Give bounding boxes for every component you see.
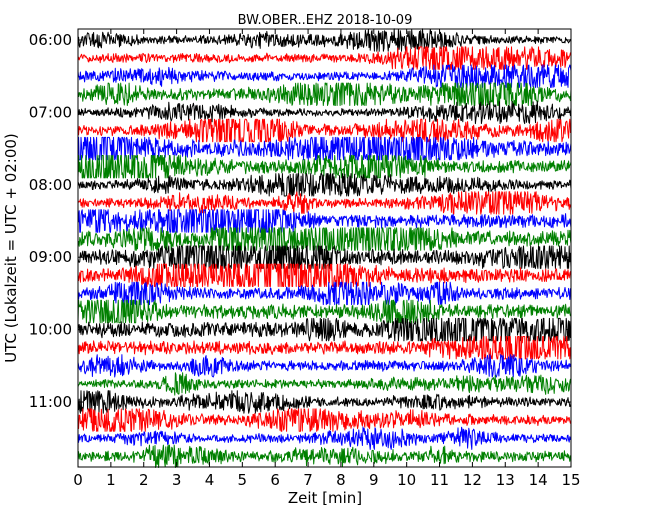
x-tick-label: 5 bbox=[238, 471, 248, 489]
x-axis: 0 1 2 3 4 5 6 7 8 9 10 11 12 13 14 15 bbox=[73, 29, 581, 489]
x-tick-label: 11 bbox=[430, 471, 449, 489]
plot-frame bbox=[77, 28, 572, 468]
y-tick-label: 06:00 bbox=[29, 31, 72, 49]
trace-0715 bbox=[77, 118, 572, 143]
trace-1130 bbox=[77, 426, 572, 450]
traces-layer bbox=[77, 28, 572, 468]
y-axis-label: UTC (Lokalzeit = UTC + 02:00) bbox=[2, 133, 20, 363]
trace-0815 bbox=[77, 191, 572, 215]
trace-0600 bbox=[77, 28, 572, 52]
trace-1015 bbox=[77, 336, 572, 360]
trace-0915 bbox=[77, 263, 572, 287]
y-tick-label: 11:00 bbox=[29, 393, 72, 411]
x-tick-label: 6 bbox=[270, 471, 280, 489]
x-tick-label: 13 bbox=[496, 471, 515, 489]
y-tick-label: 10:00 bbox=[29, 321, 72, 339]
trace-0700 bbox=[77, 100, 572, 125]
x-tick-label: 8 bbox=[336, 471, 346, 489]
y-tick-label: 08:00 bbox=[29, 176, 72, 194]
x-tick-label: 10 bbox=[397, 471, 416, 489]
trace-1000 bbox=[77, 317, 572, 342]
trace-0930 bbox=[77, 281, 572, 306]
x-tick-label: 4 bbox=[205, 471, 215, 489]
trace-0630 bbox=[77, 64, 572, 88]
trace-0730 bbox=[78, 136, 572, 161]
trace-0945 bbox=[77, 299, 572, 324]
x-tick-label: 12 bbox=[463, 471, 482, 489]
x-tick-label: 2 bbox=[139, 471, 149, 489]
x-tick-label: 15 bbox=[561, 471, 580, 489]
x-tick-label: 3 bbox=[172, 471, 182, 489]
trace-0845 bbox=[77, 227, 572, 251]
trace-0645 bbox=[77, 82, 572, 106]
x-tick-label: 0 bbox=[73, 471, 83, 489]
y-tick-label: 09:00 bbox=[29, 248, 72, 266]
trace-1030 bbox=[77, 354, 572, 378]
trace-0900 bbox=[77, 245, 572, 269]
x-tick-label: 14 bbox=[529, 471, 548, 489]
x-tick-label: 9 bbox=[369, 471, 379, 489]
trace-0830 bbox=[77, 209, 572, 233]
trace-0615 bbox=[77, 46, 572, 70]
chart-title: BW.OBER..EHZ 2018-10-09 bbox=[238, 13, 413, 28]
x-tick-label: 1 bbox=[106, 471, 116, 489]
y-axis: 06:00 07:00 08:00 09:00 10:00 11:00 bbox=[29, 31, 571, 411]
trace-0800 bbox=[77, 173, 572, 197]
x-axis-label: Zeit [min] bbox=[288, 489, 362, 507]
trace-1115 bbox=[77, 408, 572, 432]
trace-1045 bbox=[77, 372, 572, 396]
trace-0745 bbox=[77, 155, 572, 179]
y-tick-label: 07:00 bbox=[29, 103, 72, 121]
x-tick-label: 7 bbox=[303, 471, 313, 489]
trace-1145 bbox=[77, 444, 572, 468]
trace-1100 bbox=[77, 390, 572, 414]
